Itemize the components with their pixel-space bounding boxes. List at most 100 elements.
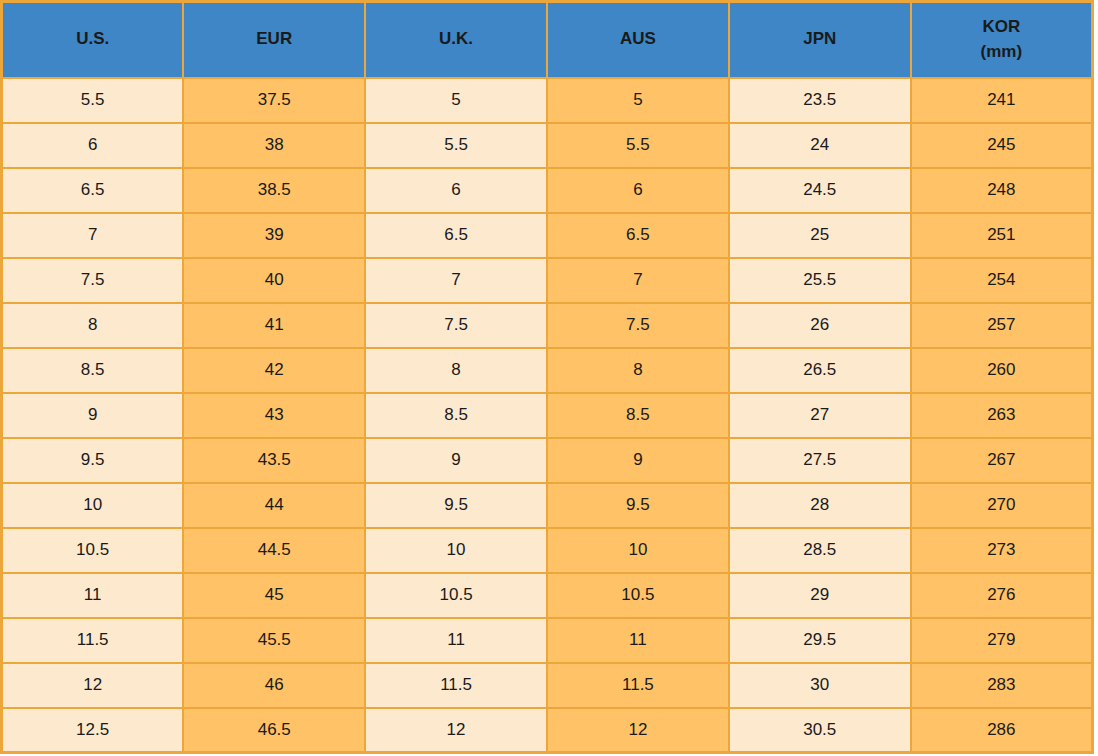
size-cell: 12	[365, 708, 547, 753]
size-cell: 6	[365, 168, 547, 213]
size-cell: 30.5	[729, 708, 911, 753]
size-cell: 26	[729, 303, 911, 348]
column-header-kor: KOR (mm)	[911, 2, 1093, 78]
column-header-uk: U.K.	[365, 2, 547, 78]
size-cell: 11.5	[2, 618, 184, 663]
size-cell: 46	[183, 663, 365, 708]
size-cell: 37.5	[183, 78, 365, 123]
size-cell: 6	[547, 168, 729, 213]
size-cell: 39	[183, 213, 365, 258]
size-cell: 23.5	[729, 78, 911, 123]
size-cell: 38	[183, 123, 365, 168]
size-cell: 28	[729, 483, 911, 528]
size-cell: 5.5	[547, 123, 729, 168]
size-cell: 10.5	[547, 573, 729, 618]
size-cell: 11.5	[547, 663, 729, 708]
size-cell: 9	[365, 438, 547, 483]
table-row: 6.538.56624.5248	[2, 168, 1093, 213]
size-cell: 12	[547, 708, 729, 753]
size-cell: 245	[911, 123, 1093, 168]
size-cell: 7	[547, 258, 729, 303]
size-cell: 248	[911, 168, 1093, 213]
size-cell: 5	[365, 78, 547, 123]
size-cell: 5	[547, 78, 729, 123]
table-row: 124611.511.530283	[2, 663, 1093, 708]
table-row: 7396.56.525251	[2, 213, 1093, 258]
size-cell: 11	[547, 618, 729, 663]
size-cell: 45.5	[183, 618, 365, 663]
size-cell: 257	[911, 303, 1093, 348]
size-cell: 270	[911, 483, 1093, 528]
size-cell: 26.5	[729, 348, 911, 393]
size-cell: 11	[365, 618, 547, 663]
table-row: 10.544.5101028.5273	[2, 528, 1093, 573]
table-row: 8.5428826.5260	[2, 348, 1093, 393]
size-cell: 10.5	[2, 528, 184, 573]
size-cell: 9.5	[547, 483, 729, 528]
size-cell: 24	[729, 123, 911, 168]
size-cell: 43	[183, 393, 365, 438]
size-cell: 10	[2, 483, 184, 528]
size-cell: 6.5	[365, 213, 547, 258]
size-cell: 8.5	[365, 393, 547, 438]
table-row: 114510.510.529276	[2, 573, 1093, 618]
size-cell: 10	[365, 528, 547, 573]
table-row: 9438.58.527263	[2, 393, 1093, 438]
size-cell: 263	[911, 393, 1093, 438]
table-row: 9.543.59927.5267	[2, 438, 1093, 483]
size-cell: 11.5	[365, 663, 547, 708]
size-cell: 5.5	[365, 123, 547, 168]
size-cell: 9	[547, 438, 729, 483]
size-cell: 9.5	[365, 483, 547, 528]
size-cell: 43.5	[183, 438, 365, 483]
size-cell: 6.5	[547, 213, 729, 258]
size-cell: 46.5	[183, 708, 365, 753]
size-cell: 8	[365, 348, 547, 393]
size-cell: 27	[729, 393, 911, 438]
size-cell: 8	[547, 348, 729, 393]
size-cell: 10.5	[365, 573, 547, 618]
size-cell: 7.5	[2, 258, 184, 303]
size-cell: 273	[911, 528, 1093, 573]
table-header: U.S. EUR U.K. AUS JPN KOR (mm)	[2, 2, 1093, 78]
size-cell: 44.5	[183, 528, 365, 573]
table-row: 6385.55.524245	[2, 123, 1093, 168]
size-cell: 24.5	[729, 168, 911, 213]
size-cell: 11	[2, 573, 184, 618]
size-cell: 7	[365, 258, 547, 303]
size-cell: 8.5	[2, 348, 184, 393]
size-cell: 10	[547, 528, 729, 573]
column-header-jpn: JPN	[729, 2, 911, 78]
size-cell: 283	[911, 663, 1093, 708]
size-cell: 12.5	[2, 708, 184, 753]
size-cell: 6.5	[2, 168, 184, 213]
column-header-aus: AUS	[547, 2, 729, 78]
size-cell: 8	[2, 303, 184, 348]
size-cell: 267	[911, 438, 1093, 483]
column-header-us: U.S.	[2, 2, 184, 78]
table-row: 5.537.55523.5241	[2, 78, 1093, 123]
size-cell: 254	[911, 258, 1093, 303]
table-row: 7.5407725.5254	[2, 258, 1093, 303]
table-row: 11.545.5111129.5279	[2, 618, 1093, 663]
header-row: U.S. EUR U.K. AUS JPN KOR (mm)	[2, 2, 1093, 78]
size-cell: 42	[183, 348, 365, 393]
size-cell: 260	[911, 348, 1093, 393]
column-header-eur: EUR	[183, 2, 365, 78]
size-cell: 41	[183, 303, 365, 348]
size-cell: 251	[911, 213, 1093, 258]
size-cell: 6	[2, 123, 184, 168]
size-cell: 25.5	[729, 258, 911, 303]
size-cell: 286	[911, 708, 1093, 753]
size-cell: 279	[911, 618, 1093, 663]
size-cell: 45	[183, 573, 365, 618]
size-cell: 9.5	[2, 438, 184, 483]
table-body: 5.537.55523.52416385.55.5242456.538.5662…	[2, 78, 1093, 753]
table-row: 10449.59.528270	[2, 483, 1093, 528]
size-cell: 5.5	[2, 78, 184, 123]
size-cell: 28.5	[729, 528, 911, 573]
shoe-size-conversion-table: U.S. EUR U.K. AUS JPN KOR (mm) 5.537.555…	[0, 0, 1094, 754]
size-cell: 29	[729, 573, 911, 618]
size-cell: 44	[183, 483, 365, 528]
size-cell: 12	[2, 663, 184, 708]
